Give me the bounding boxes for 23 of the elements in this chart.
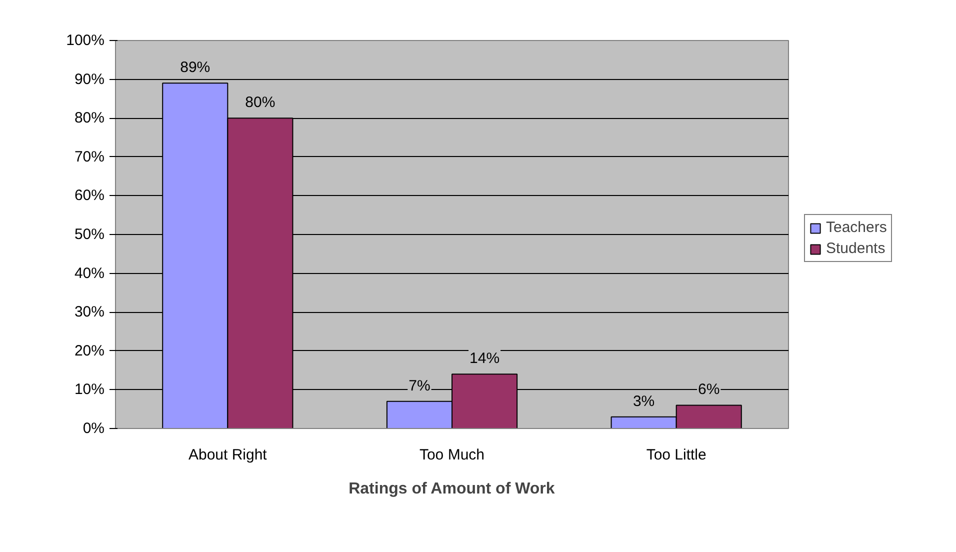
data-label: 14% xyxy=(470,350,500,368)
data-label: 3% xyxy=(632,392,655,410)
x-tick-label: Too Little xyxy=(646,446,706,464)
x-tick-label: About Right xyxy=(188,446,268,464)
y-tick-label: 10% xyxy=(74,381,105,398)
y-tick-label: 100% xyxy=(66,32,105,49)
x-tick-label: Too Much xyxy=(419,446,485,464)
data-label: 6% xyxy=(698,381,720,398)
legend-label: Teachers xyxy=(826,219,887,236)
y-tick-label: 0% xyxy=(82,420,105,437)
x-axis-title: Ratings of Amount of Work xyxy=(348,480,555,498)
data-label: 89% xyxy=(180,59,210,76)
y-tick-label: 20% xyxy=(74,342,105,360)
y-tick-label: 90% xyxy=(74,70,105,88)
data-label: 80% xyxy=(245,94,276,112)
data-label: 7% xyxy=(408,377,430,394)
y-tick-label: 40% xyxy=(74,264,105,282)
y-tick-label: 60% xyxy=(74,187,105,204)
y-tick-label: 50% xyxy=(74,226,105,243)
legend-label: Students xyxy=(826,240,886,257)
y-tick-label: 30% xyxy=(74,304,105,321)
y-tick-label: 70% xyxy=(74,148,105,166)
y-tick-label: 80% xyxy=(74,110,105,127)
